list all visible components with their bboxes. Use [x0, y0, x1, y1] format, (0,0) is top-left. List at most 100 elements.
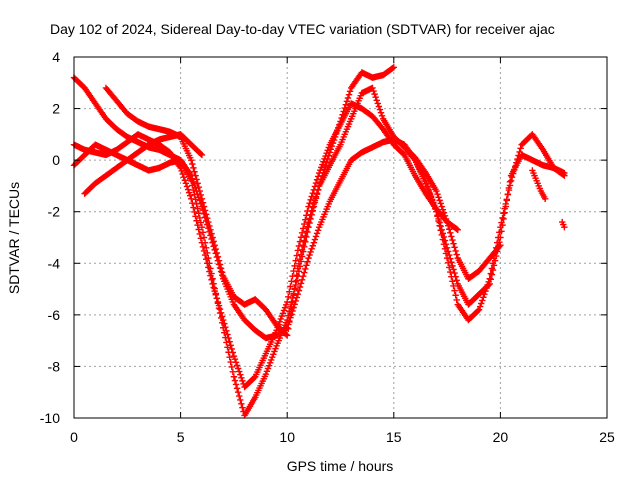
data-point	[500, 210, 507, 217]
data-point	[323, 149, 330, 157]
data-point	[306, 200, 313, 207]
data-point	[264, 365, 272, 372]
data-point	[179, 170, 186, 178]
data-point	[284, 332, 291, 339]
data-point	[344, 94, 352, 102]
data-point	[227, 342, 234, 349]
data-point	[184, 186, 192, 193]
data-point	[343, 98, 351, 105]
data-point	[288, 311, 295, 318]
data-point	[454, 226, 461, 233]
data-point	[304, 258, 311, 265]
data-point	[208, 276, 215, 283]
data-point	[294, 265, 302, 272]
data-point	[299, 242, 307, 249]
data-point	[202, 217, 210, 225]
data-point	[190, 164, 197, 172]
data-point	[486, 275, 493, 282]
data-point	[428, 196, 436, 203]
data-point	[195, 184, 202, 191]
data-point	[479, 297, 486, 304]
data-point	[199, 243, 207, 250]
data-point	[222, 324, 229, 331]
data-point	[324, 147, 331, 154]
data-point	[216, 264, 224, 272]
data-point	[289, 272, 296, 280]
data-point	[490, 254, 498, 262]
data-point	[197, 150, 205, 158]
data-point	[211, 246, 218, 254]
data-point	[282, 301, 290, 309]
data-point	[481, 291, 488, 298]
data-point	[501, 205, 508, 212]
data-point	[423, 180, 431, 188]
data-point	[207, 272, 214, 279]
data-point	[495, 234, 502, 241]
data-point	[433, 208, 440, 215]
data-point	[444, 259, 452, 266]
data-point	[376, 106, 384, 113]
data-point	[506, 182, 514, 189]
data-point	[220, 316, 227, 324]
data-point	[214, 257, 222, 264]
data-point	[205, 264, 212, 271]
data-point	[323, 159, 330, 166]
data-point	[304, 223, 311, 230]
data-point	[480, 294, 487, 301]
data-point	[304, 228, 311, 236]
data-point	[309, 242, 316, 249]
data-point	[305, 218, 312, 226]
data-point	[372, 94, 379, 101]
data-point	[209, 280, 216, 288]
data-point	[189, 160, 196, 168]
data-point	[449, 236, 456, 244]
data-point	[190, 204, 197, 211]
data-point	[441, 245, 449, 253]
data-point	[451, 244, 458, 251]
data-point	[433, 187, 440, 195]
data-point	[295, 260, 303, 268]
data-point	[231, 377, 239, 384]
data-point	[483, 284, 490, 292]
data-point	[262, 370, 270, 378]
data-point	[298, 229, 306, 237]
data-point	[447, 268, 454, 276]
data-point	[447, 229, 454, 237]
data-point	[373, 97, 380, 104]
data-point	[215, 261, 223, 268]
data-point	[515, 152, 522, 159]
data-point	[370, 87, 377, 95]
data-point	[422, 177, 429, 184]
data-point	[309, 204, 316, 211]
data-point	[239, 404, 246, 411]
data-point	[437, 227, 444, 234]
data-point	[450, 282, 457, 290]
data-point	[517, 145, 524, 152]
data-point	[313, 189, 321, 197]
data-point	[198, 151, 206, 159]
data-point	[443, 218, 451, 226]
data-point	[226, 353, 233, 361]
data-point	[301, 237, 308, 244]
data-point	[516, 148, 523, 156]
data-point	[435, 194, 442, 201]
data-point	[478, 300, 485, 307]
data-point	[180, 173, 187, 181]
data-point	[377, 109, 385, 116]
data-point	[196, 230, 203, 238]
data-point	[287, 283, 294, 290]
data-point	[426, 189, 434, 197]
data-point	[427, 193, 435, 200]
y-tick-label: -10	[40, 410, 60, 426]
data-point	[446, 264, 453, 271]
data-point	[431, 202, 438, 209]
data-point	[319, 161, 326, 168]
data-point	[282, 331, 290, 338]
grid-lines	[74, 57, 607, 418]
x-axis-label: GPS time / hours	[287, 458, 394, 474]
data-point	[308, 207, 315, 215]
data-point	[263, 368, 271, 375]
data-point	[450, 240, 457, 247]
data-point	[210, 284, 217, 291]
